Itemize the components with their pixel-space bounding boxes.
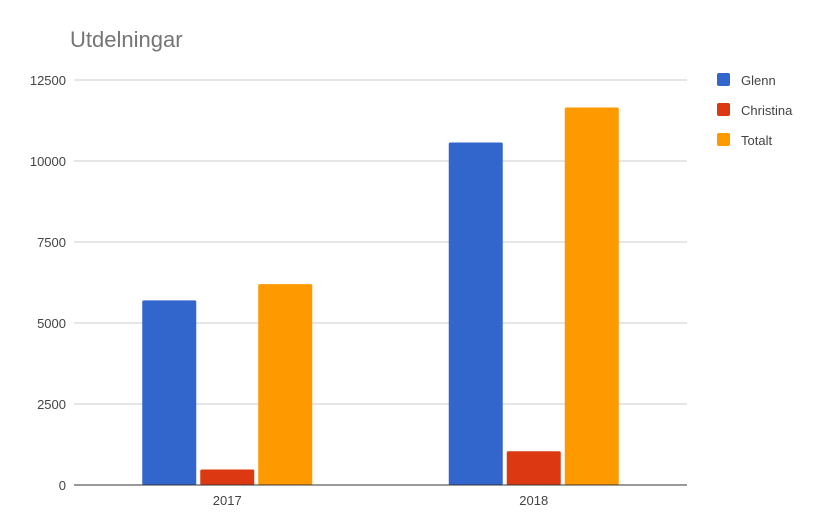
legend: Glenn Christina Totalt [717,73,793,148]
bar-christina-2018[interactable] [506,451,561,485]
y-tick-label: 10000 [30,154,66,169]
bar-glenn-2018[interactable] [448,142,503,486]
legend-label: Christina [741,103,793,118]
chart-title: Utdelningar [70,27,183,52]
x-tick-label: 2018 [519,493,548,508]
y-tick-label: 7500 [37,235,66,250]
legend-swatch-glenn [717,73,730,86]
axes: 0 2500 5000 7500 10000 12500 2017 2018 [30,73,687,508]
bar-totalt-2017[interactable] [258,284,313,485]
y-tick-label: 5000 [37,316,66,331]
legend-label: Glenn [741,73,776,88]
bars [142,107,619,486]
y-tick-label: 0 [59,478,66,493]
legend-label: Totalt [741,133,772,148]
bar-totalt-2018[interactable] [564,107,619,485]
y-tick-label: 2500 [37,397,66,412]
x-tick-label: 2017 [213,493,242,508]
bar-glenn-2017[interactable] [142,300,197,485]
bar-christina-2017[interactable] [200,469,255,485]
y-tick-label: 12500 [30,73,66,88]
legend-swatch-christina [717,103,730,116]
legend-swatch-totalt [717,133,730,146]
